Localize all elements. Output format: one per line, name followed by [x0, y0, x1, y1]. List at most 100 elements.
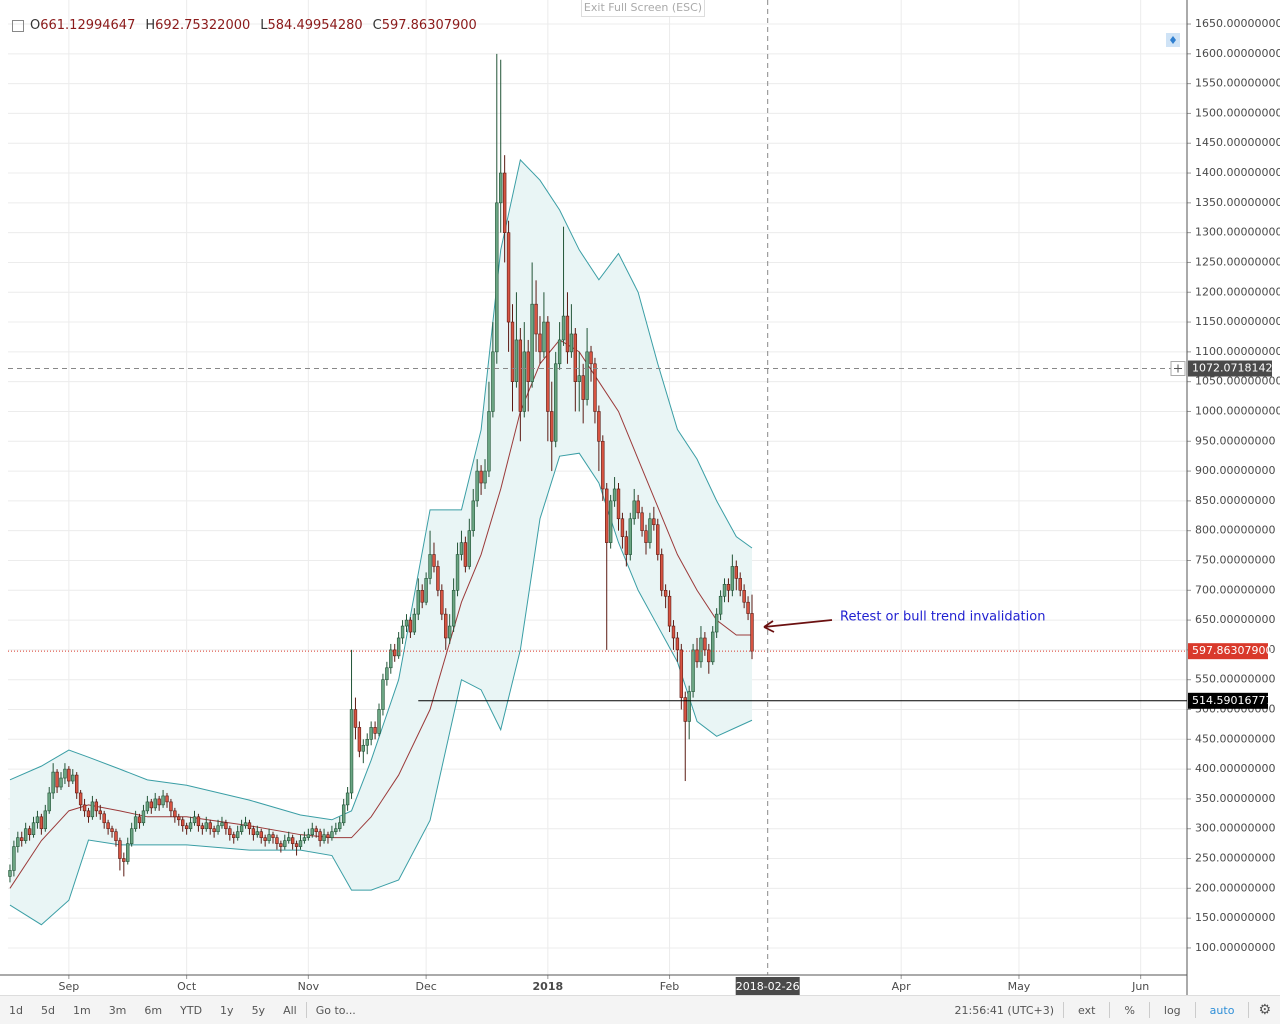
candle-body	[711, 631, 715, 663]
collapse-icon[interactable]	[12, 19, 24, 32]
range-button[interactable]: 6m	[144, 1003, 163, 1017]
candle-body	[479, 470, 483, 484]
candle-body	[432, 554, 436, 567]
candle-body	[663, 589, 668, 597]
legend-key: L	[260, 18, 268, 33]
candle-body	[416, 589, 420, 615]
candle-body	[141, 810, 146, 824]
candle-body	[436, 566, 440, 591]
candle-body	[707, 649, 711, 663]
x-tick-label: Dec	[415, 980, 436, 993]
candle-body	[326, 834, 330, 838]
candle-body	[605, 488, 609, 543]
annotation-arrow	[763, 619, 833, 633]
y-tick-label: 950.00000000	[1195, 434, 1275, 447]
scale-option[interactable]: log	[1163, 1003, 1181, 1017]
candle-body	[59, 777, 63, 788]
range-button[interactable]: 1m	[72, 1003, 91, 1017]
candle-body	[126, 843, 130, 862]
candle-body	[243, 822, 248, 827]
settings-button[interactable]: ⚙	[1258, 1002, 1271, 1018]
candle-body	[20, 837, 24, 841]
candle-body	[369, 727, 373, 740]
y-tick-label: 800.00000000	[1195, 524, 1275, 537]
candle-body	[553, 363, 558, 442]
candle-body	[640, 512, 644, 531]
candle-body	[585, 351, 589, 400]
candle-body	[714, 613, 719, 633]
last-price-box	[1188, 643, 1268, 660]
level-label-box	[1188, 692, 1268, 709]
candle-body	[573, 333, 578, 382]
candle-body	[275, 837, 279, 844]
scale-option[interactable]: auto	[1209, 1003, 1235, 1017]
range-button[interactable]: 5d	[40, 1003, 55, 1017]
candle-body	[738, 578, 742, 591]
y-tick-label: 100.00000000	[1195, 941, 1275, 954]
candle-body	[718, 595, 723, 615]
y-tick-label: 1150.00000000	[1195, 315, 1280, 328]
y-tick-label: 900.00000000	[1195, 464, 1275, 477]
y-tick-label: 1650.00000000	[1195, 17, 1280, 30]
candle-body	[82, 804, 87, 812]
legend-key: H	[145, 18, 156, 33]
candle-body	[381, 679, 385, 710]
candle-body	[39, 816, 44, 830]
candle-body	[98, 810, 102, 815]
candle-body	[620, 518, 625, 537]
candle-body	[294, 843, 299, 847]
candle-body	[181, 819, 185, 827]
x-tick-label: Sep	[58, 980, 79, 993]
x-tick-label: Nov	[298, 980, 320, 993]
candle-body	[420, 589, 424, 603]
candle-body	[149, 801, 154, 809]
range-button[interactable]: All	[283, 1003, 297, 1017]
candle-body	[94, 801, 99, 812]
candle-body	[691, 649, 695, 692]
candle-body	[608, 500, 613, 543]
clock: 21:56:41 (UTC+3)	[954, 1003, 1055, 1017]
candle-body	[173, 810, 177, 818]
candle-body	[106, 822, 110, 830]
candle-body	[577, 375, 581, 382]
candle-body	[318, 831, 322, 841]
candle-body	[232, 834, 236, 838]
candle-body	[538, 333, 542, 353]
candle-body	[746, 601, 750, 614]
candle-body	[55, 771, 59, 788]
range-button[interactable]: 3m	[108, 1003, 127, 1017]
range-button[interactable]: 5y	[251, 1003, 266, 1017]
candle-body	[188, 822, 193, 830]
legend-key: O	[30, 18, 41, 33]
range-button[interactable]: YTD	[180, 1003, 203, 1017]
x-tick-label: Jun	[1131, 980, 1149, 993]
exit-fullscreen[interactable]: Exit Full Screen (ESC)	[581, 0, 705, 17]
legend-value: 597.86307900	[381, 18, 477, 33]
candle-body	[447, 625, 452, 639]
candle-body	[561, 315, 566, 341]
candle-body	[75, 774, 79, 794]
y-tick-label: 250.00000000	[1195, 852, 1275, 865]
scale-option[interactable]: %	[1124, 1003, 1135, 1017]
candle-body	[565, 315, 570, 353]
candle-body	[632, 500, 636, 520]
candle-body	[224, 822, 228, 830]
candle-body	[220, 822, 224, 827]
range-button[interactable]: 1y	[220, 1003, 234, 1017]
candle-body	[322, 834, 326, 841]
candle-body	[597, 411, 601, 442]
candle-body	[742, 589, 746, 603]
candle-body	[459, 542, 464, 555]
candle-body	[298, 840, 303, 847]
candle-body	[699, 637, 703, 663]
goto-button[interactable]: Go to...	[315, 1003, 356, 1017]
candle-body	[267, 834, 271, 841]
y-tick-label: 1300.00000000	[1195, 226, 1280, 239]
candle-body	[251, 828, 256, 835]
candle-body	[495, 202, 499, 353]
range-button[interactable]: 1d	[9, 1003, 23, 1017]
legend-item: L584.49954280	[260, 18, 362, 33]
candle-body	[546, 321, 550, 412]
candle-body	[734, 566, 738, 579]
scale-option[interactable]: ext	[1078, 1003, 1096, 1017]
